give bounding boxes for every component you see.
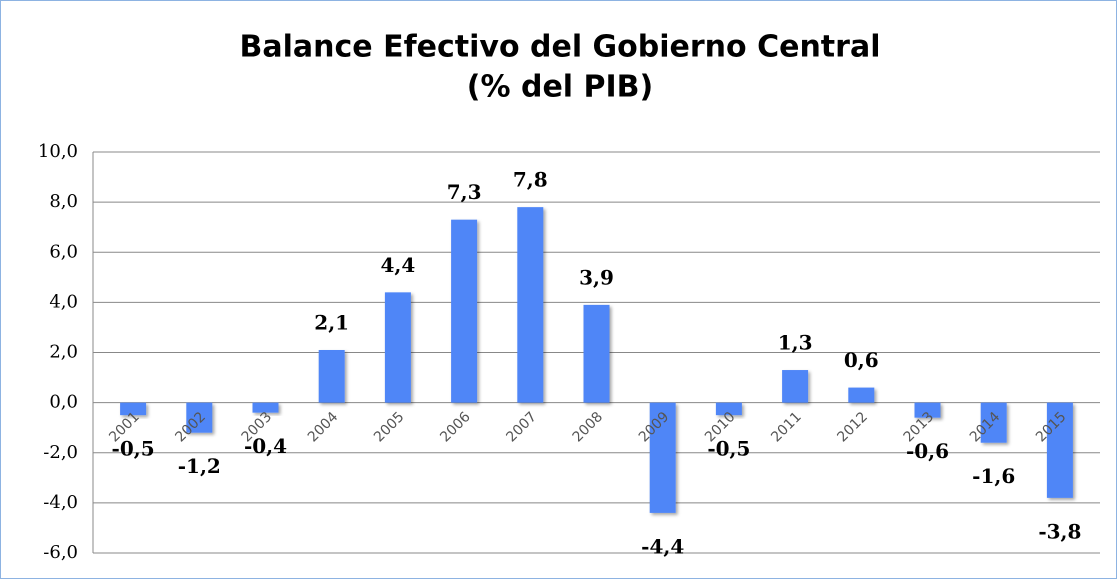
data-label: -0,4 xyxy=(244,434,287,458)
bar xyxy=(848,387,875,403)
y-tick-label: 10,0 xyxy=(38,141,78,162)
data-label: -1,6 xyxy=(972,464,1015,488)
y-tick-label: 6,0 xyxy=(49,241,78,262)
bar xyxy=(318,349,345,403)
bar xyxy=(914,402,941,418)
data-label: 2,1 xyxy=(314,310,349,334)
bar xyxy=(120,402,147,416)
y-tick-label: -6,0 xyxy=(43,542,78,563)
data-label: 0,6 xyxy=(844,348,879,372)
bar xyxy=(186,402,213,433)
bar xyxy=(649,402,676,513)
data-label: -0,6 xyxy=(906,439,949,463)
y-tick-label: 0,0 xyxy=(49,392,78,413)
data-label: -3,8 xyxy=(1038,519,1081,543)
data-label: 1,3 xyxy=(778,331,813,355)
y-tick-label: 8,0 xyxy=(49,191,78,212)
data-label: 7,8 xyxy=(513,168,548,192)
chart-title: Balance Efectivo del Gobierno Central xyxy=(240,30,881,65)
bar xyxy=(252,402,279,413)
y-tick-label: 2,0 xyxy=(49,342,78,363)
data-label: -0,5 xyxy=(707,437,750,461)
bar xyxy=(451,219,478,403)
bar xyxy=(583,304,610,403)
data-label: -0,5 xyxy=(112,437,155,461)
data-label: 3,9 xyxy=(579,265,614,289)
data-label: 4,4 xyxy=(381,253,416,277)
chart-subtitle: (% del PIB) xyxy=(467,70,654,105)
y-tick-label: 4,0 xyxy=(49,291,78,312)
data-label: 7,3 xyxy=(447,180,482,204)
y-tick-label: -4,0 xyxy=(43,492,78,513)
bar xyxy=(517,207,544,403)
data-label: -1,2 xyxy=(178,454,221,478)
bar xyxy=(384,292,411,403)
bar xyxy=(1046,402,1073,498)
bar xyxy=(980,402,1007,443)
y-tick-label: -2,0 xyxy=(43,442,78,463)
data-label: -4,4 xyxy=(641,534,684,558)
bar xyxy=(715,402,742,416)
bar xyxy=(782,370,809,403)
